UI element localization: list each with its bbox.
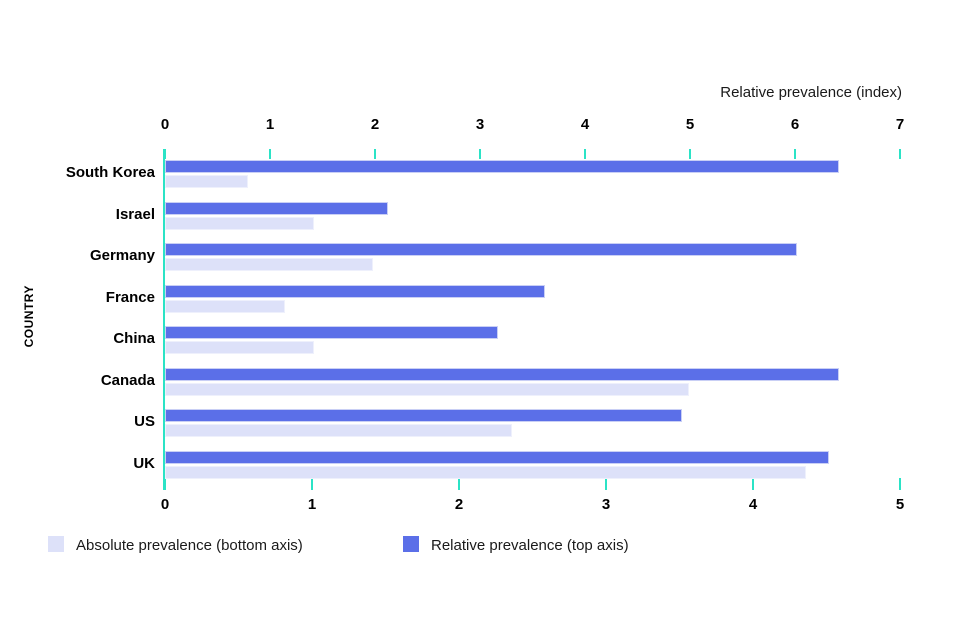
bar-relative-germany — [165, 243, 797, 256]
bar-absolute-france — [165, 299, 285, 313]
top-axis-tick — [164, 149, 166, 159]
top-axis-tick-label: 2 — [370, 116, 380, 133]
category-label-uk: UK — [133, 454, 155, 472]
top-axis-tick-label: 1 — [265, 116, 275, 133]
bar-relative-israel — [165, 201, 388, 215]
bottom-axis-tick-label: 0 — [160, 496, 170, 513]
top-axis-tick — [479, 149, 481, 159]
bar-absolute-germany — [165, 258, 373, 271]
bottom-axis-tick — [458, 478, 460, 490]
bar-absolute-china — [165, 341, 314, 354]
top-axis-tick-label: 7 — [895, 116, 905, 133]
top-axis-tick-label: 5 — [685, 116, 695, 133]
category-label-france: France — [105, 288, 155, 306]
bar-relative-us — [165, 409, 682, 422]
top-axis-tick — [374, 149, 376, 159]
top-axis-tick — [584, 149, 586, 159]
bar-relative-south-korea — [165, 160, 839, 173]
bar-relative-canada — [165, 367, 839, 381]
bar-relative-uk — [165, 450, 829, 464]
top-axis-tick — [689, 149, 691, 159]
bottom-axis-tick-label: 3 — [601, 496, 611, 513]
top-axis-tick — [899, 149, 901, 159]
top-axis-title: Relative prevalence (index) — [720, 84, 902, 101]
category-label-canada: Canada — [100, 371, 155, 389]
bar-absolute-uk — [165, 465, 807, 479]
bottom-axis-tick-label: 5 — [895, 496, 905, 513]
bar-absolute-canada — [165, 382, 689, 396]
top-axis-tick-label: 0 — [160, 116, 170, 133]
bottom-axis-tick — [311, 478, 313, 490]
top-axis-tick — [794, 149, 796, 159]
bottom-axis-tick — [752, 478, 754, 490]
bar-absolute-south-korea — [165, 175, 248, 188]
bottom-axis-tick-label: 2 — [454, 496, 464, 513]
bar-absolute-israel — [165, 216, 314, 230]
bottom-axis-tick — [164, 478, 166, 490]
top-axis-tick-label: 6 — [790, 116, 800, 133]
top-axis-tick — [269, 149, 271, 159]
bar-relative-china — [165, 326, 498, 339]
legend-label-absolute: Absolute prevalence (bottom axis) — [76, 537, 303, 554]
bottom-axis-tick — [899, 478, 901, 490]
legend: Absolute prevalence (bottom axis) Relati… — [0, 535, 960, 555]
category-label-china: China — [113, 330, 155, 347]
bar-absolute-us — [165, 424, 513, 437]
bottom-axis-tick-label: 4 — [748, 496, 758, 513]
category-label-us: US — [134, 413, 155, 430]
category-label-israel: Israel — [115, 205, 155, 223]
y-axis-spine — [163, 149, 165, 490]
legend-swatch-relative — [403, 536, 419, 552]
legend-label-relative: Relative prevalence (top axis) — [431, 537, 629, 554]
legend-swatch-absolute — [48, 536, 64, 552]
top-axis-tick-label: 4 — [580, 116, 590, 133]
category-label-south-korea: South Korea — [65, 164, 155, 181]
top-axis-tick-label: 3 — [475, 116, 485, 133]
bar-relative-france — [165, 284, 545, 298]
bottom-axis-tick-label: 1 — [307, 496, 317, 513]
category-label-germany: Germany — [89, 247, 155, 264]
bottom-axis-tick — [605, 478, 607, 490]
